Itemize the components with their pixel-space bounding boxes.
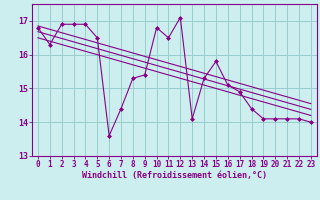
X-axis label: Windchill (Refroidissement éolien,°C): Windchill (Refroidissement éolien,°C) bbox=[82, 171, 267, 180]
